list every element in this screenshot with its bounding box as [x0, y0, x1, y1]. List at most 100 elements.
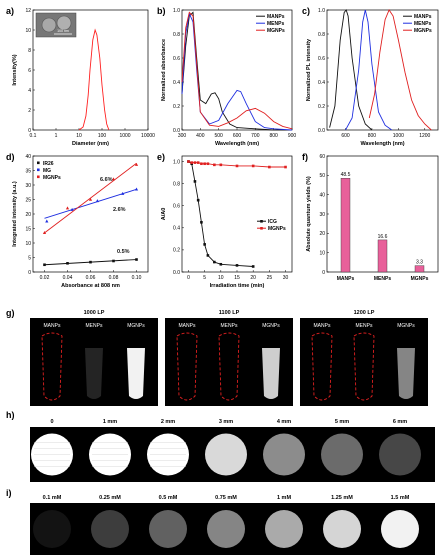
sample-label-g: MGNPs	[262, 323, 280, 329]
data-point-MG	[134, 187, 139, 191]
depth-label: 5 mm	[335, 419, 349, 425]
ytick-label-d: 15	[25, 226, 31, 232]
imaging-g-longpass: 1000 LP MANPs MENPs MGNPs 1100 LP MANPs MENPs M…	[30, 310, 428, 406]
concentration-label: 1 mM	[277, 495, 291, 501]
chart-d-integrated-intensity: 0 5 10 15 20 25 30 35 40 0.02 0.04 0.06 0.08 0.10 Abso…	[12, 154, 149, 289]
concentration-spot	[323, 510, 361, 548]
panel-label-c: c)	[302, 6, 310, 16]
xtick-label-b: 700	[251, 133, 260, 139]
panel-label-h: h)	[6, 410, 15, 420]
vial-outline-MANPs	[311, 332, 333, 401]
panel-label-i: i)	[6, 488, 12, 498]
data-point-IR26	[66, 262, 69, 265]
xtick-label-c: 600	[341, 133, 350, 139]
series-line-c-MGNPs	[368, 9, 432, 131]
ytick-label-d: 20	[25, 212, 31, 218]
yaxis-label-f: Absolute quantum yields (%)	[306, 176, 312, 252]
plot-frame-e	[181, 155, 293, 273]
ytick-label-d: 35	[25, 168, 31, 174]
concentration-spot	[33, 510, 71, 548]
xtick-label-a: 1000	[119, 133, 130, 139]
ytick-label-b: 1.0	[173, 8, 180, 14]
legend-label-c: MANPs	[414, 14, 432, 20]
sample-label-g: MENPs	[86, 323, 103, 329]
data-point-e	[196, 161, 200, 164]
legend-label-d: IR26	[43, 161, 54, 167]
ytick-label-f: 40	[319, 192, 325, 198]
annotation-d: 2.6%	[113, 207, 126, 213]
concentration-spot	[91, 510, 129, 548]
ytick-label-a: 4	[28, 88, 31, 94]
sample-label-g: MANPs	[44, 323, 61, 329]
xtick-label-c: 1000	[393, 133, 404, 139]
data-point-e	[219, 262, 223, 266]
legend-swatch-d	[37, 161, 40, 165]
fit-line-MG	[44, 188, 137, 219]
depth-spot	[379, 433, 421, 476]
vial-glow-MGNPs	[397, 348, 415, 399]
annotation-d: 0.5%	[117, 249, 130, 255]
vial-outline-MANPs	[41, 332, 63, 401]
depth-spot	[321, 433, 363, 476]
xtick-label-d: 0.08	[109, 275, 119, 281]
ytick-label-c: 0.0	[318, 128, 325, 134]
depth-spot	[205, 433, 247, 476]
legend-label-d: MGNPs	[43, 175, 61, 181]
xaxis-label-e: Irradiation time (min)	[210, 283, 265, 289]
chart-f-quantum-yield: 0 10 20 30 40 50 60 Absolute quantum yields (%)…	[306, 154, 439, 282]
series-line-e-ICG	[188, 161, 254, 267]
ytick-label-f: 50	[319, 173, 325, 179]
ytick-label-a: 6	[28, 68, 31, 74]
ytick-label-e: 0.8	[173, 181, 180, 187]
ytick-label-f: 30	[319, 212, 325, 218]
xtick-label-d: 0.04	[63, 275, 73, 281]
series-line-b-MENPs	[181, 12, 293, 131]
series-line-c-MANPs	[329, 9, 373, 131]
sample-label-g: MENPs	[221, 323, 238, 329]
data-point-MGNPs	[42, 231, 47, 235]
data-point-e	[213, 163, 216, 167]
data-point-MG	[45, 219, 49, 223]
data-point-e	[251, 265, 255, 268]
ytick-label-b: 0.0	[173, 128, 180, 134]
xtick-label-a: 100	[98, 133, 107, 139]
depth-label: 3 mm	[219, 419, 233, 425]
category-label: MGNPs	[411, 276, 429, 282]
xtick-label-a: 1	[55, 133, 58, 139]
data-point-MGNPs	[65, 206, 70, 210]
data-point-IR26	[43, 263, 46, 267]
vial-glow-MENPs	[85, 348, 103, 399]
panel-label-e: e)	[157, 152, 165, 162]
panel-label-g: g)	[6, 308, 15, 318]
xtick-label-e: 15	[234, 275, 240, 281]
ytick-label-e: 0.4	[173, 226, 180, 232]
data-point-e	[193, 180, 197, 183]
legend-label-b: MENPs	[267, 21, 284, 27]
chart-b-absorbance: 0.0 0.2 0.4 0.6 0.8 1.0 300 400 500 600 700 800 900 W…	[161, 8, 296, 147]
depth-label: 4 mm	[277, 419, 291, 425]
depth-label: 0	[50, 419, 53, 425]
yaxis-label-e: A/A0	[161, 208, 167, 221]
data-point-e	[251, 164, 255, 168]
annotation-d: 6.6%	[100, 177, 113, 183]
imaging-h-depth: 0 1 mm 2 mm 3 mm 4 mm 5 mm 6 mm	[30, 419, 435, 482]
ytick-label-a: 0	[28, 128, 31, 134]
data-point-IR26	[89, 260, 92, 264]
ytick-label-a: 12	[25, 8, 31, 14]
image-title-g: 1200 LP	[354, 310, 375, 316]
vial-outline-MENPs	[218, 332, 240, 401]
ytick-label-c: 0.4	[318, 80, 325, 86]
data-point-e	[190, 161, 194, 164]
ytick-label-e: 0.6	[173, 204, 180, 210]
legend-marker-e	[260, 220, 263, 223]
panel-label-a: a)	[6, 6, 14, 16]
xtick-label-c: 1200	[419, 133, 430, 139]
ytick-label-b: 0.8	[173, 32, 180, 38]
data-point-e	[193, 161, 197, 164]
image-title-g: 1100 LP	[219, 310, 240, 316]
ytick-label-f: 60	[319, 154, 325, 160]
concentration-label: 0.5 mM	[159, 495, 178, 501]
vial-outline-MANPs	[176, 332, 198, 401]
ytick-label-c: 1.0	[318, 8, 325, 14]
xaxis-label-c: Wavelength (nm)	[360, 141, 404, 147]
